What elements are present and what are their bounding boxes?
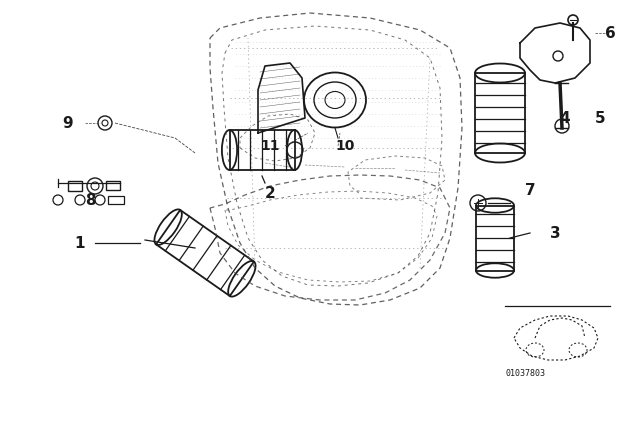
Bar: [108, 196, 124, 204]
Text: 2: 2: [264, 185, 275, 201]
Text: 3: 3: [550, 225, 560, 241]
Text: 10: 10: [335, 139, 355, 153]
Text: 8: 8: [84, 193, 95, 207]
Text: 9: 9: [63, 116, 74, 130]
Text: 11: 11: [260, 139, 280, 153]
Text: 1: 1: [75, 236, 85, 250]
Bar: [68, 181, 82, 191]
Bar: [106, 181, 120, 190]
Text: 4: 4: [560, 111, 570, 125]
Text: 01037803: 01037803: [505, 369, 545, 378]
Text: 6: 6: [605, 26, 616, 40]
Text: 5: 5: [595, 111, 605, 125]
Text: 7: 7: [525, 182, 535, 198]
